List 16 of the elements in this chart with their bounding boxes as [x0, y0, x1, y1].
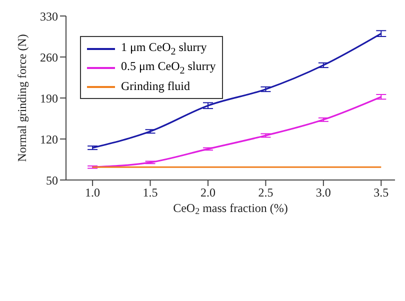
- y-tick-label: 190: [40, 91, 58, 106]
- x-tick-label: 2.5: [258, 186, 274, 200]
- x-axis-title: CeO$_{2}$ mass fraction (%): [173, 201, 288, 216]
- y-tick-label: 260: [40, 50, 58, 64]
- y-axis-title: Normal grinding force (N): [15, 34, 29, 162]
- legend-label: 1 μm CeO$_{2}$ slurry: [121, 40, 207, 58]
- y-tick-label: 330: [40, 9, 58, 24]
- x-tick-label: 3.0: [316, 186, 331, 200]
- x-tick-label: 2.0: [200, 186, 216, 200]
- x-tick-label: 1.0: [85, 186, 100, 200]
- x-tick-label: 1.5: [142, 186, 158, 200]
- legend-label: 0.5 μm CeO$_{2}$ slurry: [121, 58, 216, 76]
- y-tick-label: 120: [40, 132, 58, 146]
- x-tick-label: 3.5: [374, 186, 389, 200]
- y-tick-label: 50: [46, 173, 58, 188]
- legend-label: Grinding fluid: [121, 79, 190, 94]
